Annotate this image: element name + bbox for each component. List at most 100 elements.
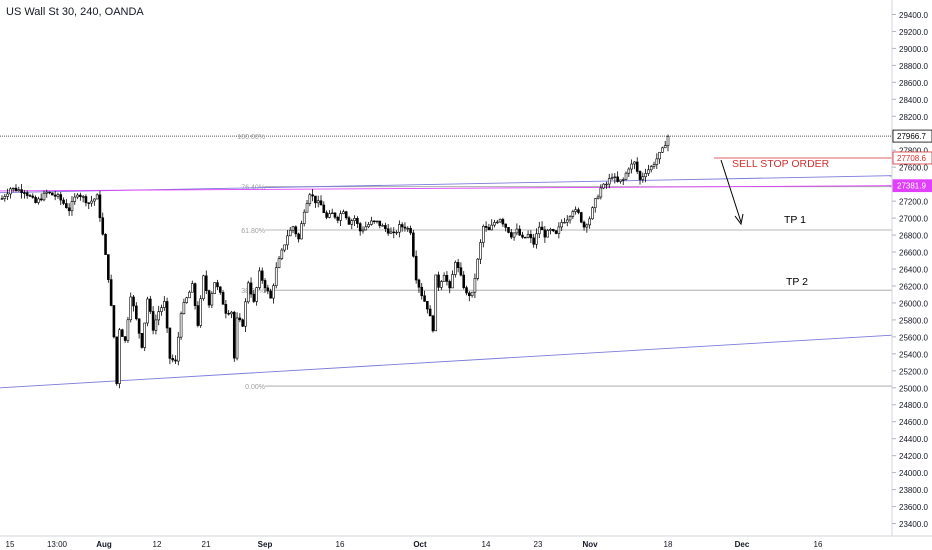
candle-body	[414, 255, 418, 281]
candle-body	[400, 224, 404, 228]
candle-body	[655, 158, 659, 165]
candle-body	[188, 291, 191, 299]
candle-body	[272, 285, 275, 299]
candle-body	[216, 282, 219, 288]
candle-body	[420, 286, 424, 297]
price-tick-label: 26600.0	[899, 249, 928, 258]
candle-body	[372, 220, 376, 223]
candle-body	[232, 311, 236, 359]
candle-body	[294, 226, 298, 235]
candle-body	[479, 242, 482, 260]
candle-body	[574, 209, 577, 212]
time-tick-label: Oct	[413, 540, 427, 549]
candle-body	[28, 195, 32, 197]
candle-body	[34, 197, 37, 203]
candle-body	[456, 262, 460, 268]
candle-body	[428, 308, 432, 317]
candle-body	[199, 298, 202, 326]
candle-body	[9, 188, 12, 195]
candle-body	[154, 319, 158, 331]
candle-body	[557, 226, 561, 234]
candle-body	[196, 305, 200, 326]
candle-body	[596, 196, 600, 200]
candle-body	[25, 192, 29, 196]
candle-body	[476, 258, 480, 279]
candle-body	[537, 226, 541, 235]
candle-body	[554, 230, 558, 234]
candle-body	[549, 229, 552, 231]
price-tick-label: 24400.0	[899, 435, 928, 444]
price-tick-label: 23600.0	[899, 503, 928, 512]
price-tick-label: 28200.0	[899, 113, 928, 122]
price-axis[interactable]: 29400.0 29200.0 29000.0 28800.0 28600.0 28400…	[891, 0, 928, 536]
candle-body	[666, 135, 670, 146]
candle-body	[202, 275, 205, 300]
candle-body	[579, 212, 583, 223]
candle-body	[123, 336, 127, 341]
price-tick-label: 25800.0	[899, 316, 928, 325]
candle-body	[613, 176, 617, 179]
time-tick-label: Dec	[735, 540, 750, 549]
candle-body	[465, 287, 468, 294]
candle-body	[353, 217, 356, 221]
candle-body	[241, 319, 244, 327]
price-tick-label: 27200.0	[899, 198, 928, 207]
candle-body	[535, 233, 538, 245]
fib-labels: 100.00%76.40%61.80%38.20%0.00%	[237, 134, 265, 391]
candle-body	[565, 219, 569, 223]
candle-body	[605, 183, 608, 186]
candle-body	[107, 254, 110, 280]
candle-body	[20, 189, 23, 194]
time-tick-label: Nov	[582, 540, 598, 549]
candle-body	[468, 292, 471, 297]
candle-body	[193, 283, 197, 306]
candle-body	[238, 317, 242, 321]
tp1-label: TP 1	[784, 214, 806, 226]
candle-body	[76, 194, 79, 198]
time-tick-label: 16	[814, 540, 823, 549]
candle-body	[302, 211, 306, 224]
price-tick-label: 29400.0	[899, 11, 928, 20]
candle-body	[288, 229, 292, 237]
candle-body	[409, 227, 412, 234]
candle-body	[652, 164, 656, 167]
candle-body	[104, 233, 107, 255]
candle-body	[146, 298, 149, 324]
candle-body	[423, 295, 426, 302]
price-tag-box	[892, 179, 932, 193]
price-tick-label: 26200.0	[899, 282, 928, 291]
candle-body	[179, 313, 183, 338]
candle-body	[661, 147, 664, 153]
price-tick-label: 26400.0	[899, 266, 928, 275]
price-tick-label: 24000.0	[899, 469, 928, 478]
trendlines	[0, 157, 893, 389]
candle-body	[252, 293, 256, 302]
candle-body	[56, 194, 60, 197]
candle-body	[51, 192, 54, 196]
candle-body	[518, 228, 521, 236]
candle-body	[6, 193, 9, 197]
candle-body	[582, 221, 586, 228]
candle-body	[132, 296, 135, 307]
candle-body	[630, 163, 633, 170]
candle-body	[644, 173, 647, 178]
candle-body	[342, 211, 345, 214]
candle-body	[412, 232, 415, 257]
candle-body	[434, 274, 438, 332]
candle-body	[0, 198, 4, 200]
candle-body	[269, 290, 272, 299]
candle-body	[381, 225, 384, 227]
candle-body	[70, 201, 74, 212]
candle-body	[487, 227, 491, 231]
candle-body	[93, 198, 96, 202]
candle-body	[484, 225, 488, 228]
candle-body	[367, 224, 370, 228]
candle-body	[37, 198, 40, 203]
candle-body	[45, 191, 49, 194]
candle-body	[588, 218, 591, 226]
candle-body	[658, 151, 661, 160]
time-axis[interactable]: 15 13:00 Aug 12 21 Sep 16 Oct 14 23 Nov 18 Dec 16	[0, 535, 932, 549]
candle-body	[160, 307, 163, 312]
candle-body	[417, 279, 421, 288]
